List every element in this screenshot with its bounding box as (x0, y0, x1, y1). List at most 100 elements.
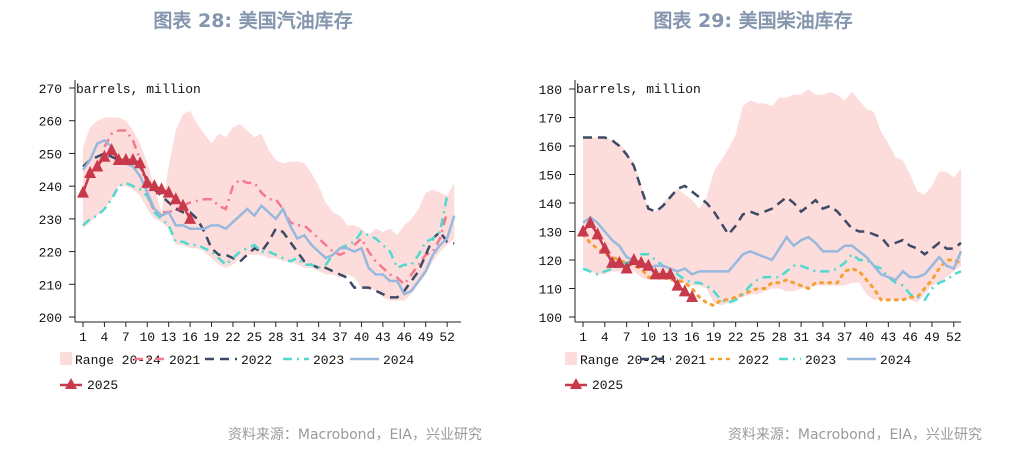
series-line-2023 (582, 252, 962, 305)
gasoline-inventory-panel: 图表 28: 美国汽油库存 200 210 220 230 240 250 260 270 1 4… (39, 10, 482, 443)
y-tick-label: 230 (39, 213, 62, 228)
y-tick-label: 150 (539, 169, 562, 184)
legend-label-2023: 2023 (805, 353, 836, 368)
x-tick-label: 28 (268, 330, 284, 345)
series-point-2025 (98, 149, 111, 162)
x-tick-label: 7 (122, 330, 130, 345)
x-tick-label: 46 (902, 330, 918, 345)
gasoline-inventory-chart: 200 210 220 230 240 250 260 270 1 4 7 10 13 16 19 22 25 2… (39, 80, 461, 393)
y-tick-label: 100 (539, 311, 562, 326)
series-point-2025 (577, 224, 589, 237)
series-point-2025 (105, 143, 118, 156)
source-note: 资料来源：Macrobond，EIA，兴业研究 (227, 427, 482, 443)
series-line-2021 (103, 129, 449, 287)
legend-label-2022: 2022 (738, 353, 769, 368)
series-line-2022 (581, 232, 963, 308)
legend-label-2025: 2025 (87, 378, 118, 393)
series-line-2022 (82, 152, 455, 299)
x-tick-label: 13 (161, 330, 177, 345)
range-band (83, 110, 455, 301)
series-point-2025 (176, 198, 189, 211)
legend-marker-2025 (65, 378, 77, 389)
unit-label: barrels, million (76, 82, 201, 97)
x-tick-label: 34 (815, 330, 831, 345)
legend-label-range: Range 20-24 (580, 353, 666, 368)
y-tick-label: 200 (39, 311, 62, 326)
y-tick-label: 130 (539, 226, 562, 241)
legend-label-range: Range 20-24 (75, 353, 161, 368)
x-tick-label: 52 (439, 330, 455, 345)
series-point-2025 (84, 166, 97, 179)
legend-label-2025: 2025 (592, 378, 623, 393)
x-tick-label: 37 (332, 330, 348, 345)
series-point-2025 (141, 175, 154, 188)
x-tick-label: 25 (247, 330, 263, 345)
series-point-2025 (155, 182, 168, 195)
legend-label-2024: 2024 (383, 353, 414, 368)
y-tick-label: 260 (39, 115, 62, 130)
legend-marker-2025 (570, 378, 582, 389)
x-tick-label: 49 (924, 330, 940, 345)
x-tick-label: 43 (375, 330, 391, 345)
legend-label-2021: 2021 (675, 353, 706, 368)
series-point-2025 (686, 290, 699, 303)
series-point-2025 (162, 185, 175, 198)
x-tick-label: 4 (101, 330, 109, 345)
x-tick-label: 37 (837, 330, 853, 345)
legend-swatch-range (60, 352, 72, 365)
source-note: 资料来源：Macrobond，EIA，兴业研究 (727, 427, 982, 443)
x-tick-label: 13 (662, 330, 678, 345)
x-tick-label: 1 (579, 330, 587, 345)
series-point-2025 (613, 255, 626, 268)
y-tick-label: 210 (39, 278, 62, 293)
y-tick-label: 120 (539, 254, 562, 269)
x-tick-label: 43 (881, 330, 897, 345)
legend-label-2024: 2024 (880, 353, 911, 368)
x-tick-label: 10 (139, 330, 155, 345)
series-point-2025 (591, 227, 604, 240)
series-point-2025 (620, 261, 633, 274)
distillate-inventory-panel: 图表 29: 美国柴油库存 100 110 120 130 140 150 160 170 18… (500, 0, 1006, 450)
y-tick-label: 220 (39, 246, 62, 261)
x-tick-label: 52 (946, 330, 962, 345)
series-line-2021 (583, 136, 962, 256)
series-point-2025 (184, 211, 197, 224)
legend-swatch-range (565, 352, 577, 365)
x-tick-label: 40 (354, 330, 370, 345)
x-tick-label: 16 (684, 330, 700, 345)
series-point-2025 (627, 253, 640, 265)
x-tick-label: 19 (706, 330, 722, 345)
series-point-2025 (671, 278, 684, 291)
x-tick-label: 31 (793, 330, 809, 345)
series-point-2025 (664, 267, 677, 280)
x-tick-label: 28 (771, 330, 787, 345)
x-tick-label: 31 (289, 330, 305, 345)
y-tick-label: 110 (539, 283, 562, 298)
y-tick-label: 140 (539, 197, 562, 212)
x-tick-label: 46 (396, 330, 412, 345)
y-tick-label: 180 (539, 83, 562, 98)
y-tick-label: 240 (39, 180, 62, 195)
x-tick-label: 49 (418, 330, 434, 345)
series-point-2025 (148, 179, 161, 192)
y-tick-label: 170 (539, 112, 562, 127)
series-point-2025 (635, 255, 648, 268)
x-tick-label: 25 (750, 330, 766, 345)
y-tick-label: 160 (539, 140, 562, 155)
y-tick-label: 270 (39, 82, 62, 97)
series-point-2025 (169, 192, 182, 205)
x-tick-label: 4 (601, 330, 609, 345)
chart-title: 图表 28: 美国汽油库存 (153, 10, 353, 32)
legend-label-2022: 2022 (241, 353, 272, 368)
x-tick-label: 19 (204, 330, 220, 345)
x-tick-label: 40 (859, 330, 875, 345)
series-point-2025 (77, 185, 89, 198)
distillate-inventory-chart: 100 110 120 130 140 150 160 170 180 1 4 7 10 13 16 19 22… (539, 80, 963, 393)
unit-label: barrels, million (576, 82, 701, 97)
x-tick-label: 22 (225, 330, 241, 345)
legend-label-2021: 2021 (169, 353, 200, 368)
chart-title: 图表 29: 美国柴油库存 (653, 10, 853, 32)
x-tick-label: 7 (623, 330, 631, 345)
x-tick-label: 16 (182, 330, 198, 345)
x-tick-label: 22 (728, 330, 744, 345)
